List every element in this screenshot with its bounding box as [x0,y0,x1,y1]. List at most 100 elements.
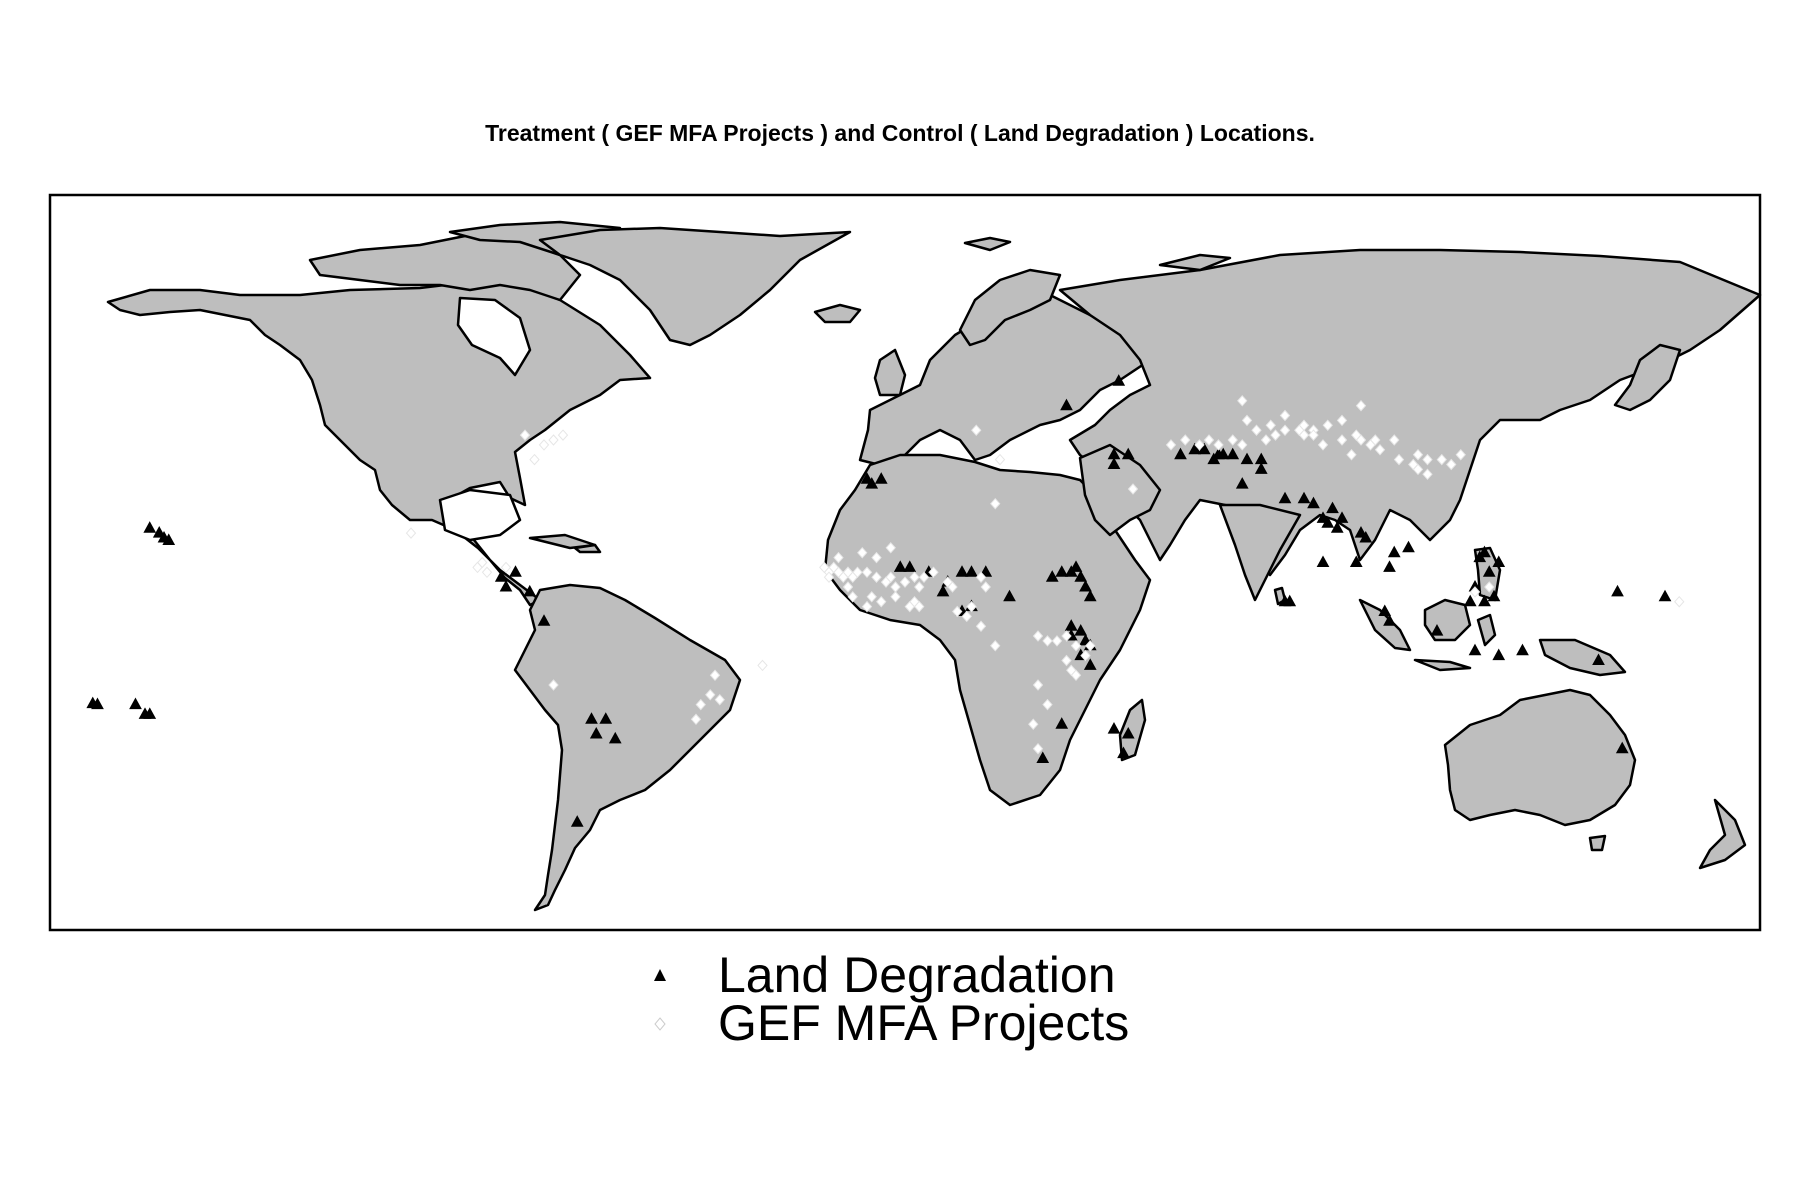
land-degradation-point [1487,589,1501,602]
land-degradation-point [1121,726,1135,739]
land-degradation-point [1316,555,1330,567]
gef-mfa-project-point [899,576,911,588]
land-degradation-point [589,726,603,739]
gef-mfa-project-point [1061,654,1072,667]
gef-mfa-project-point [1322,419,1333,432]
south-america [513,583,742,912]
gef-mfa-project-point [519,429,531,441]
legend-label: GEF MFA Projects [718,995,1130,1051]
gef-mfa-project-point [861,600,873,613]
gef-mfa-project-point [529,453,540,466]
land-degradation-point [1174,447,1187,460]
gef-mfa-project-point [1260,434,1272,446]
gef-mfa-project-point [1346,448,1357,461]
land-degradation-point [1055,565,1069,577]
java [1413,658,1472,672]
gef-mfa-project-point [538,439,550,451]
canadian-arctic-islands [308,233,582,302]
land-degradation-point [1482,565,1496,577]
land-degradation-point [1463,594,1477,607]
land-degradation-point [1254,462,1268,474]
gef-mfa-project-point [909,571,920,583]
diamond-icon [654,1017,666,1031]
gef-mfa-project-point [1203,434,1215,446]
land-degradation-point [1326,501,1339,514]
gef-mfa-project-point [952,605,963,618]
land-degradation-point [1045,570,1059,582]
land-degradation-point [1658,589,1672,602]
land-degradation-point [1516,643,1529,656]
gef-mfa-project-point [1393,453,1405,466]
land-degradation-point [1055,717,1069,729]
gef-mfa-project-point [548,434,559,446]
legend-label: Land Degradation [718,947,1116,1003]
land-degradation-point [1107,447,1121,460]
svalbard [963,236,1012,252]
gef-mfa-project-point [1051,635,1063,647]
gef-mfa-project-point [1085,640,1096,652]
gef-mfa-project-point [890,591,901,603]
land-degradation-point [1188,442,1202,455]
gef-mfa-project-point [885,542,896,554]
gef-mfa-project-point [1370,434,1381,446]
iceland [813,303,862,324]
land-degradation-point [1283,594,1297,607]
gef-mfa-project-point [990,497,1001,510]
land-degradation-point [537,614,551,626]
sulawesi [1476,613,1497,647]
land-degradation-point [1060,398,1073,411]
land-degradation-point [1235,477,1249,489]
new-guinea [1538,638,1627,677]
gef-mfa-project-point [1422,468,1433,481]
land-degradation-point [1278,491,1292,504]
land-degradation-point [1074,624,1088,636]
gef-mfa-project-point [857,546,868,559]
gef-mfa-project-point [690,713,702,726]
gef-mfa-project-point [1241,414,1253,427]
gef-mfa-project-point [472,561,483,574]
gef-mfa-project-point [1251,424,1262,436]
gef-mfa-project-point [1317,439,1329,451]
land-degradation-point [1335,511,1349,523]
gef-mfa-project-point [1265,419,1276,432]
land-degradation-point [1378,604,1392,616]
land-degradation-point [1430,624,1444,636]
gef-mfa-project-point [1446,458,1457,471]
land-degradation-point [570,815,584,827]
gef-mfa-project-point [990,640,1001,652]
gef-mfa-project-point [966,600,977,613]
gef-mfa-project-point [1484,581,1495,593]
gef-mfa-project-point [1422,453,1433,466]
gef-mfa-project-point [918,571,930,583]
land-degradation-point [1121,447,1135,460]
land-degradation-point [1307,496,1320,509]
land-degradation-point [1003,589,1016,602]
gef-mfa-project-point [709,669,721,681]
gef-mfa-project-point [871,571,882,583]
gef-mfa-project-point [1032,630,1044,642]
gef-mfa-project-point [1180,434,1191,446]
gef-mfa-project-point [1194,439,1205,451]
gulf-of-mexico-water [438,488,522,542]
gef-mfa-project-point [1412,463,1424,476]
gef-mfa-project-point [1032,742,1044,755]
gef-mfa-project-point [866,591,877,603]
gef-mfa-project-point [481,566,493,579]
gef-mfa-project-point [1469,586,1481,598]
gef-mfa-project-point [1042,635,1053,647]
great-britain [873,348,907,397]
land-degradation-point [138,707,152,719]
gef-mfa-project-point [852,566,863,579]
gef-mfa-project-point [861,566,873,579]
land-degradation-point [1402,540,1415,553]
land-degradation-point [1197,442,1211,455]
gef-mfa-project-point [1061,630,1072,642]
gef-mfa-project-point [405,527,417,539]
hispaniola [573,543,602,554]
land-degradation-point [1117,746,1130,759]
land-degradation-point [608,731,622,744]
gef-mfa-project-point [1127,483,1139,495]
gef-mfa-project-point [1237,439,1248,451]
land-degradation-point [936,584,950,597]
land-degradation-point [1492,648,1506,661]
